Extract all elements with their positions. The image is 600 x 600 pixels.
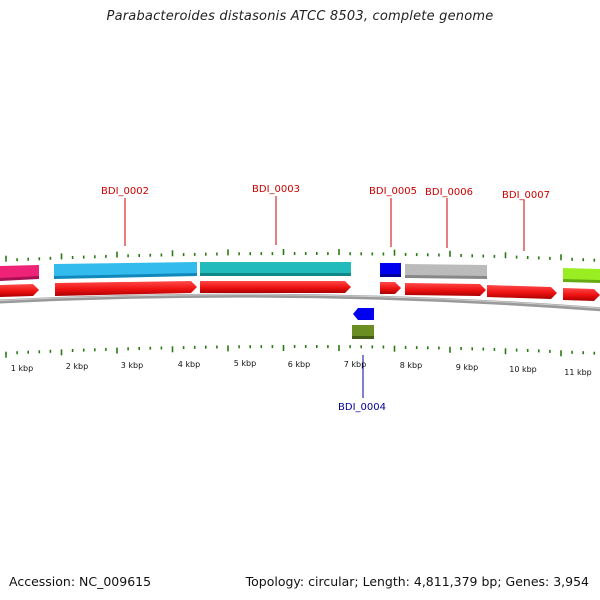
cds-arrow-BDI_0002[interactable] — [55, 281, 197, 296]
feature-BDI_0002-shadow — [54, 273, 197, 279]
feature-BDI_0005[interactable] — [380, 263, 401, 275]
feature-BDI_0005-shadow — [380, 274, 401, 277]
feature-BDI_0006-shadow — [405, 275, 487, 279]
feature-pink-shadow — [0, 276, 39, 281]
scale-label-8kbp: 8 kbp — [400, 361, 422, 370]
feature-BDI_0006[interactable] — [405, 264, 487, 277]
feature-BDI_0003[interactable] — [200, 262, 351, 274]
cds-track — [0, 281, 600, 301]
scale-label-1kbp: 1 kbp — [11, 364, 33, 373]
scale-label-2kbp: 2 kbp — [66, 362, 88, 371]
scale-label-4kbp: 4 kbp — [178, 360, 200, 369]
feature-lime-shadow — [563, 279, 600, 283]
cds-arrow-1[interactable] — [0, 284, 39, 297]
feature-lime[interactable] — [563, 268, 600, 281]
scale-label-9kbp: 9 kbp — [456, 363, 478, 372]
gene-labels: BDI_0002 BDI_0003 BDI_0005 BDI_0006 BDI_… — [101, 184, 550, 413]
reverse-strand-features — [352, 308, 374, 339]
scale-label-6kbp: 6 kbp — [288, 360, 310, 369]
feature-BDI_0004-olive-shadow — [352, 336, 374, 339]
map-title: Parabacteroides distasonis ATCC 8503, co… — [106, 9, 494, 24]
scale-label-11kbp: 11 kbp — [564, 368, 592, 377]
accession-text: Accession: NC_009615 — [9, 574, 152, 589]
cds-arrow-BDI_0007[interactable] — [487, 285, 557, 299]
feature-BDI_0004-blue[interactable] — [353, 308, 374, 320]
gene-label-BDI_0004[interactable]: BDI_0004 — [338, 402, 386, 413]
gene-label-BDI_0007[interactable]: BDI_0007 — [502, 190, 550, 201]
genome-backbone-line — [0, 293, 600, 312]
feature-BDI_0002[interactable] — [54, 262, 197, 277]
gene-label-BDI_0005[interactable]: BDI_0005 — [369, 186, 417, 197]
feature-BDI_0004-olive[interactable] — [352, 325, 374, 338]
cds-arrow-BDI_0005[interactable] — [380, 282, 401, 294]
label-leader-lines — [124, 196, 525, 398]
feature-track-upper — [0, 262, 600, 283]
scale-labels: 1 kbp 2 kbp 3 kbp 4 kbp 5 kbp 6 kbp 7 kb… — [11, 359, 592, 377]
gene-label-BDI_0006[interactable]: BDI_0006 — [425, 187, 473, 198]
scale-label-3kbp: 3 kbp — [121, 361, 143, 370]
feature-BDI_0003-shadow — [200, 273, 351, 276]
scale-label-5kbp: 5 kbp — [234, 359, 256, 368]
cds-arrow-BDI_0006[interactable] — [405, 283, 486, 296]
gene-label-BDI_0003[interactable]: BDI_0003 — [252, 184, 300, 195]
tick-marks-top — [5, 249, 596, 262]
scale-label-10kbp: 10 kbp — [509, 365, 537, 374]
genome-summary-text: Topology: circular; Length: 4,811,379 bp… — [245, 574, 589, 589]
genome-backbone-highlight — [0, 294, 600, 309]
feature-pink[interactable] — [0, 265, 39, 279]
cds-arrow-BDI_0003[interactable] — [200, 281, 351, 293]
gene-label-BDI_0002[interactable]: BDI_0002 — [101, 186, 149, 197]
cds-arrow-next[interactable] — [563, 288, 600, 301]
scale-label-7kbp: 7 kbp — [344, 360, 366, 369]
tick-marks-bottom — [5, 345, 596, 358]
